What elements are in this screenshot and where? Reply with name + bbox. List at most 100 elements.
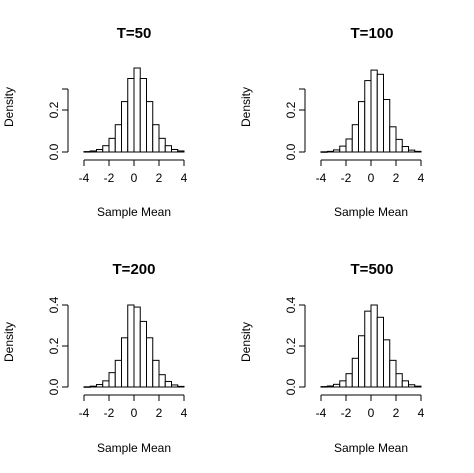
histogram-bar (358, 335, 366, 388)
histogram-bar (139, 320, 147, 388)
x-tick-label: 2 (393, 171, 400, 185)
y-tick-label: 0.2 (47, 337, 61, 354)
y-tick-label: 0.2 (284, 101, 298, 118)
histogram-bar (152, 359, 160, 388)
histogram-bar (414, 150, 422, 153)
histogram-bar (383, 99, 391, 153)
histogram-bar (333, 149, 341, 153)
histogram-panel-2: T=100 -4 -2 0 2 4 0.0 0.2 Sample Mean Density (239, 25, 425, 219)
histogram-bar (108, 372, 116, 388)
x-axis-label: Sample Mean (97, 205, 171, 219)
histogram-bar (370, 69, 378, 153)
histogram-bar (133, 306, 141, 388)
x-tick-label: -4 (316, 171, 327, 185)
histogram-bar (108, 137, 116, 153)
histogram-bar (121, 101, 129, 153)
histogram-bar (114, 359, 122, 388)
histogram-bar (158, 137, 166, 153)
y-tick-label: 0.0 (47, 378, 61, 395)
histogram-bar (395, 138, 403, 153)
histogram-bar (96, 384, 104, 388)
x-tick-label: -2 (104, 171, 115, 185)
histogram-bar (177, 150, 185, 153)
histogram-bar (83, 386, 91, 388)
histogram-bar (320, 386, 328, 388)
histogram-bar (83, 151, 91, 153)
x-tick-label: -2 (341, 171, 352, 185)
y-tick-label: 0.4 (284, 296, 298, 313)
histogram-bar (370, 304, 378, 388)
histogram-bar (389, 126, 397, 153)
histogram-bar (345, 373, 353, 388)
histogram-bar (114, 124, 122, 153)
panel-title: T=50 (117, 25, 152, 42)
histogram-bar (339, 380, 347, 388)
histogram-bar (139, 78, 147, 153)
x-tick-label: 0 (368, 171, 375, 185)
y-axis-label: Density (2, 322, 16, 362)
x-tick-label: 0 (131, 171, 138, 185)
histogram-bar (389, 359, 397, 388)
histogram-bar (339, 145, 347, 153)
histogram-bar (414, 385, 422, 388)
histogram-bar (345, 138, 353, 153)
histogram-bar (127, 78, 135, 153)
x-tick-label: -2 (104, 406, 115, 420)
x-axis-label: Sample Mean (97, 441, 171, 455)
histogram-bar (401, 380, 409, 388)
histogram-bar (171, 384, 179, 388)
x-tick-label: -4 (79, 171, 90, 185)
y-tick-label: 0.2 (47, 101, 61, 118)
histogram-bar (320, 151, 328, 153)
x-tick-label: 2 (393, 406, 400, 420)
histogram-bar (326, 150, 334, 153)
histogram-bar (326, 385, 334, 388)
x-tick-label: 2 (156, 171, 163, 185)
x-tick-label: 4 (181, 406, 188, 420)
histogram-panel-3: T=200 -4 -2 0 2 4 0.0 0.2 0.4 Sample Mean Density (2, 261, 188, 455)
x-tick-label: 0 (368, 406, 375, 420)
histogram-bar (408, 149, 416, 153)
histogram-bar (401, 146, 409, 153)
y-axis-label: Density (2, 87, 16, 127)
histogram-bar (383, 339, 391, 388)
y-tick-label: 0.0 (284, 143, 298, 160)
x-axis-label: Sample Mean (334, 205, 408, 219)
histogram-bar (395, 373, 403, 388)
y-axis-label: Density (239, 322, 253, 362)
y-tick-label: 0.0 (47, 143, 61, 160)
histogram-bar (152, 124, 160, 153)
histogram-bar (358, 101, 366, 153)
histogram-bar (102, 145, 110, 153)
histogram-bar (102, 380, 110, 388)
x-tick-label: 4 (418, 171, 425, 185)
histogram-bar (146, 101, 154, 153)
histogram-bar (364, 310, 372, 388)
x-tick-label: -4 (79, 406, 90, 420)
histogram-bar (158, 374, 166, 388)
y-tick-label: 0.4 (47, 296, 61, 313)
histogram-bar (164, 145, 172, 153)
x-tick-label: -2 (341, 406, 352, 420)
histogram-bar (351, 357, 359, 388)
y-tick-label: 0.2 (284, 337, 298, 354)
y-tick-label: 0.0 (284, 378, 298, 395)
x-tick-label: 0 (131, 406, 138, 420)
x-tick-label: 4 (418, 406, 425, 420)
histogram-bar (333, 383, 341, 388)
histogram-bar (376, 316, 384, 388)
x-tick-label: 4 (181, 171, 188, 185)
histogram-bar (133, 67, 141, 153)
histogram-bar (364, 80, 372, 153)
histogram-bar (89, 385, 97, 388)
histogram-bar (146, 337, 154, 388)
panel-title: T=200 (113, 261, 156, 278)
histogram-panel-4: T=500 -4 -2 0 2 4 0.0 0.2 0.4 Sample Mean Density (239, 261, 425, 455)
histogram-bar (96, 148, 104, 153)
panel-title: T=100 (351, 25, 394, 42)
x-tick-label: -4 (316, 406, 327, 420)
histogram-bar (89, 150, 97, 153)
histogram-panel-1: T=50 -4 -2 0 2 4 0.0 0.2 Sample Mean Density (2, 25, 188, 219)
histogram-bar (127, 304, 135, 388)
